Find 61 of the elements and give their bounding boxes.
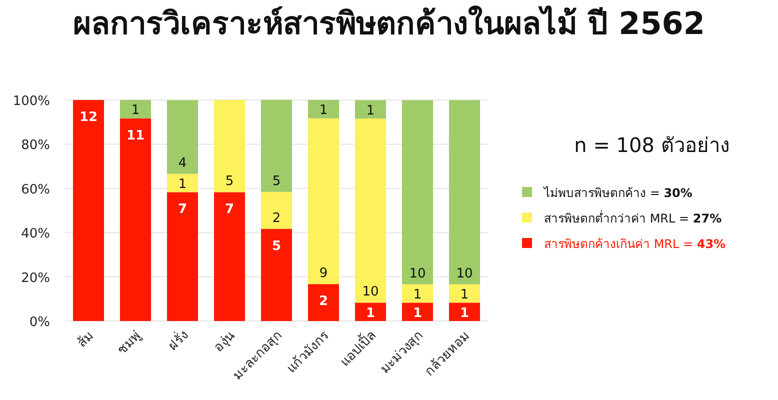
bar [354, 100, 386, 119]
legend-item: สารพิษตกต่ำกว่าค่า MRL = 27% [522, 212, 722, 226]
annotation: 1 [178, 176, 187, 192]
annotation: 1 [412, 306, 422, 321]
annotation: 1 [366, 103, 375, 118]
annotation: 1 [460, 306, 470, 321]
bar [354, 118, 386, 303]
bar [308, 100, 340, 118]
annotation: 11 [126, 128, 145, 144]
annotation: 10 [456, 266, 473, 282]
annotation: 1 [366, 306, 376, 321]
annotation: 1 [413, 287, 422, 302]
bar [214, 100, 246, 192]
bar [402, 100, 434, 284]
x-tick-label: องุ่น [211, 328, 238, 356]
annotation: 7 [224, 202, 234, 218]
annotation: 9 [319, 266, 328, 282]
bar [402, 284, 434, 303]
annotation: 7 [178, 202, 188, 218]
bar [260, 192, 292, 229]
x-tick-label: ฝรั่ง [164, 326, 192, 354]
bar [260, 228, 292, 321]
legend-label: สารพิษตกต่ำกว่าค่า MRL = 27% [544, 210, 722, 226]
legend-item: ไม่พบสารพิษตกค้าง = 30% [522, 186, 692, 200]
annotation: 12 [79, 110, 98, 125]
bar [448, 284, 480, 303]
y-tick-label: 0% [29, 315, 50, 330]
annotation: 2 [318, 294, 328, 310]
legend-item: สารพิษตกค้างเกินค่า MRL = 43% [522, 237, 726, 251]
bar [120, 118, 152, 321]
annotation: 2 [272, 210, 281, 226]
annotation: 10 [409, 266, 426, 282]
bar [166, 174, 198, 192]
annotation: 1 [131, 103, 140, 118]
bar [72, 100, 104, 321]
annotation: 1 [319, 103, 328, 118]
chart-title: ผลการวิเคราะห์สารพิษตกค้างในผลไม้ ปี 2562 [73, 5, 705, 42]
bar [402, 302, 434, 321]
annotation: 1 [460, 287, 469, 302]
y-tick-label: 40% [21, 226, 50, 242]
y-tick-label: 60% [21, 182, 50, 198]
bar [448, 302, 480, 321]
bar [166, 192, 198, 321]
annotation: 10 [362, 284, 379, 300]
bar [166, 100, 198, 174]
bar [448, 100, 480, 284]
bar [308, 284, 340, 321]
annotation: 4 [178, 156, 187, 171]
bar [354, 302, 386, 321]
x-tick-label: ส้ม [74, 328, 98, 351]
annotation: 5 [272, 238, 282, 254]
bar [308, 118, 340, 284]
y-tick-label: 100% [12, 94, 50, 109]
bar [260, 100, 292, 192]
text: n = 108 ตัวอย่าง [574, 133, 730, 157]
y-tick-label: 80% [21, 138, 50, 154]
bar [214, 192, 246, 321]
bar [120, 100, 152, 118]
annotation: 5 [272, 174, 281, 189]
annotation: 5 [225, 174, 234, 190]
y-tick-label: 20% [21, 270, 50, 286]
